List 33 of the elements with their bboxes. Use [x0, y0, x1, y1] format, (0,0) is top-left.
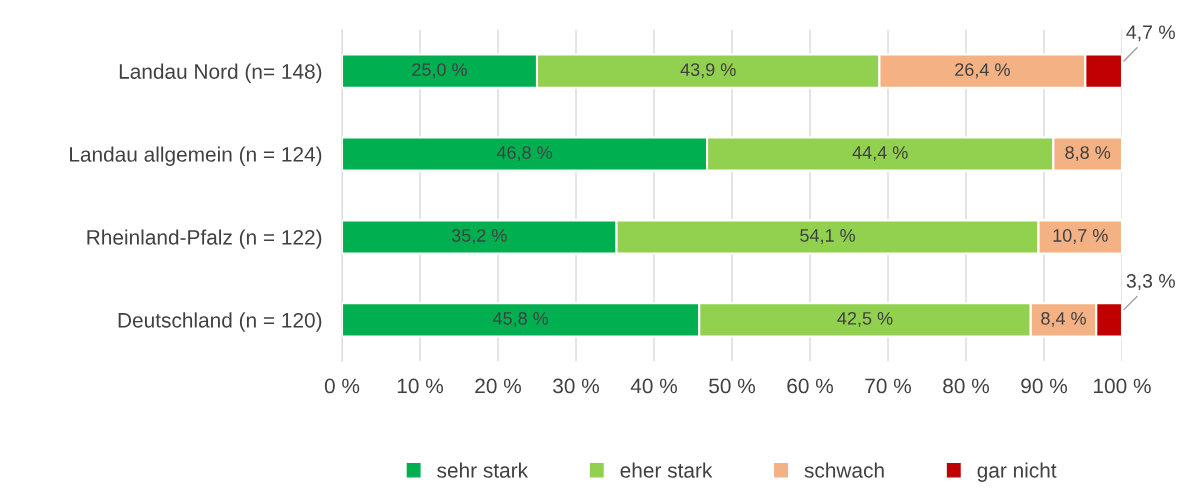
x-tick-label: 60 %: [787, 378, 833, 394]
x-tick-label: 90 %: [1021, 378, 1067, 394]
data-label: 35,2 %: [451, 229, 507, 244]
x-tick-label: 100 %: [1094, 378, 1151, 394]
legend-label: schwach: [804, 462, 884, 478]
data-label: 43,9 %: [680, 63, 736, 79]
x-tick-label: 10 %: [397, 378, 443, 394]
data-label: 4,7 %: [1126, 25, 1175, 42]
x-tick-label: 20 %: [475, 378, 521, 394]
legend-label: gar nicht: [977, 462, 1057, 482]
data-label: 8,4 %: [1041, 311, 1086, 327]
legend-label: eher stark: [620, 462, 713, 478]
legend-label: sehr stark: [437, 462, 529, 478]
data-label: 54,1 %: [800, 229, 856, 244]
y-tick-label: Deutschland (n = 120): [118, 312, 322, 332]
data-label: 25,0 %: [412, 63, 467, 79]
x-tick-label: 70 %: [865, 378, 911, 394]
data-label: 26,4 %: [955, 63, 1010, 79]
x-tick-label: 30 %: [553, 378, 599, 394]
data-label: 8,8 %: [1065, 146, 1111, 162]
x-tick-label: 0 %: [324, 378, 360, 394]
data-label: 42,5 %: [837, 311, 893, 327]
data-label: 46,8 %: [496, 146, 552, 162]
x-tick-label: 50 %: [709, 378, 755, 394]
y-tick-label: Rheinland-Pfalz (n = 122): [87, 229, 322, 249]
y-tick-label: Landau allgemein (n = 124): [70, 146, 322, 166]
data-label: 44,4 %: [852, 146, 908, 162]
data-label: 10,7 %: [1053, 229, 1108, 244]
x-tick-label: 80 %: [943, 378, 989, 394]
data-label: 45,8 %: [492, 311, 549, 327]
y-tick-label: Landau Nord (n= 148): [119, 63, 322, 84]
x-tick-label: 40 %: [630, 378, 677, 394]
data-label: 3,3 %: [1126, 274, 1175, 291]
